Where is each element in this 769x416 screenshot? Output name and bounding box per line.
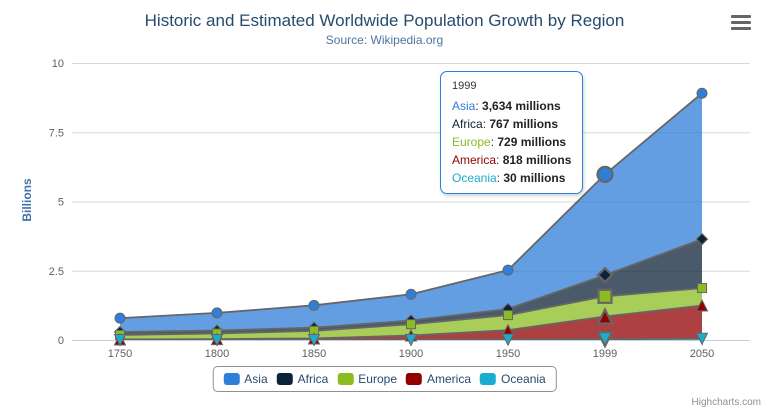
y-axis-label: 5 [58,197,64,209]
legend: Asia Africa Europe America Oceania [212,366,557,392]
square-marker[interactable] [503,310,513,321]
circle-marker[interactable] [211,307,223,319]
legend-item-asia[interactable]: Asia [223,372,268,386]
circle-marker[interactable] [502,264,514,276]
legend-swatch [480,373,497,385]
triangle-down-marker[interactable] [596,331,614,349]
diamond-marker[interactable] [695,232,709,246]
y-axis-label: 0 [58,335,64,347]
diamond-marker[interactable] [596,266,614,284]
tooltip-row: Asia: 3,634 millions [452,99,561,113]
tooltip-row: Africa: 767 millions [452,117,559,131]
area-africa[interactable] [120,239,702,335]
y-axis-label: 2.5 [49,266,64,278]
x-axis-label: 1750 [108,348,132,360]
circle-marker[interactable] [114,312,126,324]
tooltip-row: Oceania: 30 millions [452,171,566,185]
legend-item-europe[interactable]: Europe [337,372,397,386]
area-asia[interactable] [120,93,702,332]
tooltip-header: 1999 [452,80,477,92]
legend-swatch [276,373,293,385]
triangle-marker[interactable] [695,298,709,312]
x-axis-labels: 1750 1800 1850 1900 1950 1999 2050 [108,348,714,360]
hamburger-icon [731,27,751,30]
markers-asia [114,87,708,324]
tooltip-rows: Asia: 3,634 millions Africa: 767 millions… [452,97,571,187]
circle-marker[interactable] [696,87,708,99]
x-axis-label: 1800 [205,348,229,360]
x-axis-label: 1850 [302,348,326,360]
triangle-down-marker[interactable] [501,333,515,347]
triangle-down-marker[interactable] [307,333,321,347]
tooltip-row: America: 818 millions [452,153,572,167]
legend-swatch [406,373,423,385]
triangle-down-marker[interactable] [210,333,224,347]
series-markers [113,87,709,349]
x-axis-label: 1999 [593,348,617,360]
x-axis-label: 1950 [496,348,520,360]
series-areas [120,93,702,340]
legend-item-africa[interactable]: Africa [276,372,329,386]
area-america[interactable] [120,305,702,340]
square-marker[interactable] [406,319,416,330]
legend-label: Oceania [501,372,546,386]
markers-oceania [113,331,709,349]
triangle-down-marker[interactable] [404,333,418,347]
triangle-down-marker[interactable] [695,332,709,346]
legend-swatch [337,373,354,385]
legend-swatch [223,373,240,385]
context-menu-button[interactable] [731,15,751,32]
circle-marker[interactable] [596,165,614,184]
legend-label: Africa [297,372,329,386]
tooltip: 1999 Asia: 3,634 millions Africa: 767 mil… [440,71,584,194]
circle-marker[interactable] [405,288,417,300]
square-marker[interactable] [697,283,707,294]
chart-title: Historic and Estimated Worldwide Populat… [144,11,625,30]
triangle-down-marker[interactable] [113,333,127,347]
legend-item-america[interactable]: America [406,372,471,386]
triangle-marker[interactable] [596,307,614,325]
legend-label: America [427,372,472,386]
y-axis-labels: 0 2.5 5 7.5 10 [49,58,64,347]
credits-link[interactable]: Highcharts.com [691,397,761,408]
legend-label: Asia [244,372,268,386]
legend-label: Europe [358,372,398,386]
hamburger-icon [731,15,751,18]
chart-subtitle: Source: Wikipedia.org [325,33,444,47]
x-axis-label: 2050 [690,348,714,360]
x-axis-label: 1900 [399,348,423,360]
tooltip-row: Europe: 729 millions [452,135,567,149]
hamburger-icon [731,21,751,24]
y-axis-title: Billions [20,178,34,222]
y-axis-label: 7.5 [49,127,64,139]
y-axis-label: 10 [52,58,64,70]
circle-marker[interactable] [308,299,320,311]
square-marker[interactable] [597,288,613,304]
legend-item-oceania[interactable]: Oceania [480,372,546,386]
